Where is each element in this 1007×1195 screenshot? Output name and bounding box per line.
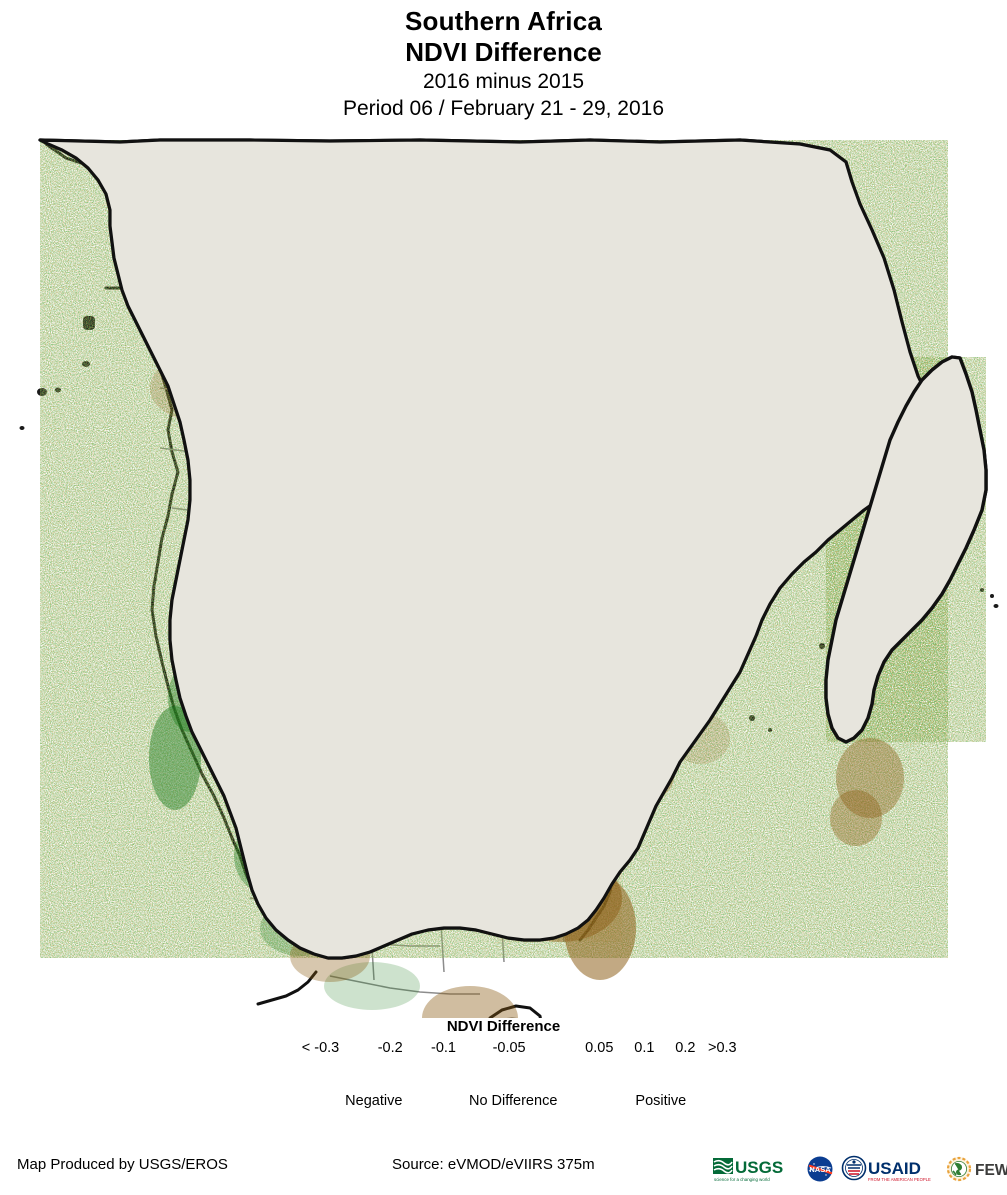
- island-bioko: [83, 316, 95, 330]
- map-subtitle-1: NDVI Difference: [405, 37, 602, 67]
- island-group: [19, 316, 95, 430]
- legend-tick: -0.2: [377, 1040, 403, 1056]
- usaid-wordmark: USAID: [868, 1159, 921, 1178]
- island-dot: [993, 604, 999, 608]
- legend-tick: 0.2: [675, 1040, 696, 1056]
- usaid-tagline: FROM THE AMERICAN PEOPLE: [868, 1177, 931, 1182]
- nasa-wordmark: NASA: [809, 1165, 831, 1174]
- country-border-lesotho: [488, 1004, 542, 1018]
- island-dot: [980, 588, 984, 592]
- positive-blob: [324, 962, 420, 1010]
- positive-blob: [149, 706, 201, 810]
- island-dot: [55, 387, 61, 393]
- island-dot: [82, 361, 90, 367]
- legend-category-negative: Negative: [345, 1093, 403, 1109]
- map-title-block: Southern Africa NDVI Difference 2016 min…: [0, 0, 1007, 140]
- map-legend: NDVI Difference < -0.3 -0.2 -0.1 -0.05 0…: [0, 1018, 1007, 1128]
- nasa-logo[interactable]: NASA: [805, 1154, 835, 1184]
- usgs-tagline: science for a changing world: [714, 1177, 770, 1182]
- country-border: [256, 970, 318, 1006]
- legend-color-ramp: [342, 1066, 690, 1090]
- legend-tick: 0.1: [634, 1040, 655, 1056]
- usgs-wordmark: USGS: [735, 1158, 783, 1177]
- legend-category-positive: Positive: [635, 1093, 687, 1109]
- legend-title: NDVI Difference: [446, 1018, 561, 1035]
- fewsnet-wordmark: FEWS NET: [975, 1162, 1007, 1179]
- legend-tick-labels: < -0.3 -0.2 -0.1 -0.05 0.05 0.1 0.2 >0.3: [300, 1040, 737, 1060]
- legend-category-neutral: No Difference: [468, 1093, 558, 1109]
- usaid-seal: [841, 1155, 867, 1181]
- island-dot: [19, 426, 25, 430]
- usgs-wave-mark: [713, 1158, 733, 1174]
- negative-blob: [830, 790, 882, 846]
- fewsnet-logo[interactable]: FEWS NET: [945, 1154, 1007, 1184]
- nasa-swoosh: [808, 1164, 833, 1175]
- map-footer: Map Produced by USGS/EROS Source: eVMOD/…: [0, 1146, 1007, 1195]
- island-dot: [749, 715, 755, 721]
- island-dot: [990, 594, 994, 598]
- legend-tick: 0.05: [585, 1040, 614, 1056]
- fewsnet-globe-icon: [946, 1156, 972, 1182]
- partner-logos: USGS science for a changing world NASA: [713, 1152, 1007, 1186]
- page-title: Southern Africa: [404, 6, 603, 36]
- legend-category-labels: Negative No Difference Positive: [300, 1093, 710, 1115]
- map-period-label: Period 06 / February 21 - 29, 2016: [342, 97, 665, 120]
- usaid-logo[interactable]: USAID FROM THE AMERICAN PEOPLE: [841, 1154, 939, 1184]
- map-canvas[interactable]: [0, 138, 1007, 1018]
- legend-tick: -0.05: [492, 1040, 526, 1056]
- legend-tick: < -0.3: [301, 1040, 340, 1056]
- footer-source: Source: eVMOD/eVIIRS 375m: [392, 1156, 595, 1173]
- map-subtitle-2: 2016 minus 2015: [422, 70, 585, 93]
- negative-blob: [422, 986, 518, 1018]
- admin-border: [329, 975, 480, 995]
- usgs-logo[interactable]: USGS science for a changing world: [713, 1154, 799, 1184]
- island-dot: [819, 643, 825, 649]
- island-dot: [37, 388, 47, 396]
- footer-produced-by: Map Produced by USGS/EROS: [17, 1156, 228, 1173]
- legend-tick: -0.1: [431, 1040, 456, 1056]
- island-dot: [768, 728, 772, 732]
- legend-tick: >0.3: [707, 1040, 737, 1056]
- negative-blob: [836, 738, 904, 818]
